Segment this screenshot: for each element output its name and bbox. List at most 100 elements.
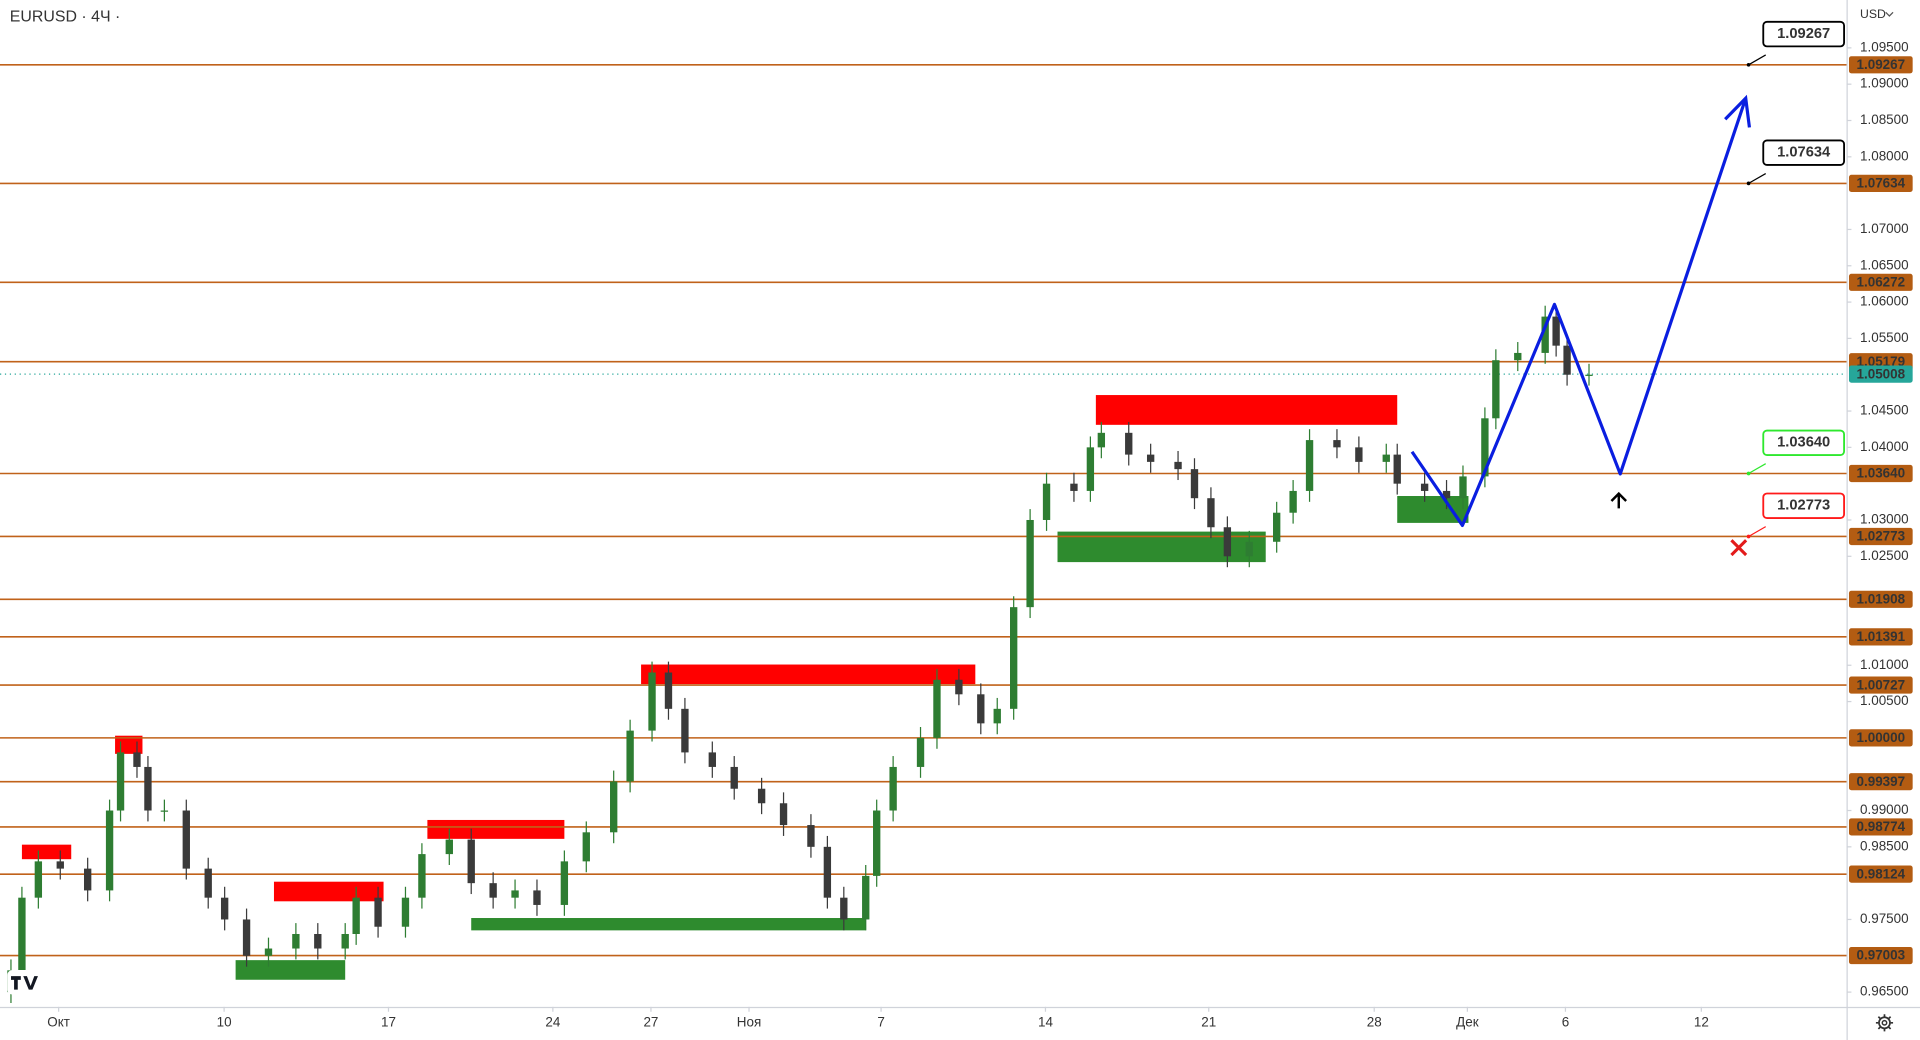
zone <box>235 960 346 980</box>
candle-body <box>56 861 64 869</box>
candle-body <box>314 933 322 949</box>
candle-body <box>116 752 125 811</box>
zone <box>115 735 143 754</box>
candle-body <box>681 708 689 753</box>
level-label: 0.98124 <box>1857 866 1906 881</box>
candle-body <box>18 897 26 971</box>
y-tick-label: 0.97500 <box>1860 911 1909 926</box>
currency-chevron[interactable] <box>1885 11 1894 17</box>
candle-body <box>779 803 788 826</box>
y-tick-label: 1.07000 <box>1860 221 1909 236</box>
candle-body <box>730 766 738 789</box>
candle-body <box>1223 527 1232 557</box>
candle-body <box>840 897 848 920</box>
candle-body <box>1289 490 1297 513</box>
level-label-box <box>1848 590 1913 608</box>
candle-body <box>757 788 766 804</box>
candle-body <box>560 861 569 905</box>
candle-body <box>1190 469 1199 499</box>
candle-body <box>955 679 963 695</box>
level-label-box <box>1848 676 1913 694</box>
candle-body <box>105 810 114 891</box>
level-label: 1.05179 <box>1857 354 1906 369</box>
candle-body <box>1010 607 1018 709</box>
candle-body <box>1585 374 1593 376</box>
callout-dot <box>1746 534 1751 539</box>
candle-body <box>242 919 251 956</box>
zone <box>641 664 976 685</box>
candle-body <box>467 839 475 884</box>
candle-body <box>182 810 190 869</box>
candle-body <box>1097 432 1106 448</box>
currency[interactable]: USD <box>1860 7 1886 21</box>
level-label-box <box>1848 527 1913 546</box>
zone <box>21 844 72 860</box>
level-label: 1.09267 <box>1857 57 1906 72</box>
candle-body <box>1305 440 1314 491</box>
candle-body <box>916 737 925 767</box>
level-label-box <box>1848 273 1913 291</box>
candle-body <box>533 890 541 905</box>
x-tick-label: 10 <box>217 1014 232 1029</box>
x-tick-label: 12 <box>1694 1014 1709 1029</box>
y-tick-label: 1.04000 <box>1860 439 1909 454</box>
y-tick-label: 1.08000 <box>1860 148 1909 163</box>
tv-logo <box>7 970 42 995</box>
candle-body <box>1026 519 1034 608</box>
candle-body <box>1042 483 1051 520</box>
stop-cross <box>1730 539 1748 557</box>
level-label-box <box>1848 729 1913 747</box>
y-tick-label: 1.02500 <box>1860 548 1909 563</box>
candle-body <box>1174 461 1182 470</box>
zone <box>273 881 384 902</box>
settings-icon[interactable] <box>1875 1014 1894 1032</box>
candle-body <box>1492 360 1500 419</box>
candle-body <box>823 846 832 898</box>
y-tick-label: 1.03000 <box>1860 512 1909 527</box>
candle-body <box>1273 512 1281 542</box>
x-tick-label: 24 <box>545 1014 560 1029</box>
candle-body <box>626 730 634 782</box>
candle-body <box>1514 352 1522 361</box>
chart-title: EURUSD · 4Ч · <box>10 8 121 25</box>
candle-body <box>610 781 618 833</box>
level-label: 0.98774 <box>1857 819 1906 834</box>
level-label: 1.01908 <box>1857 591 1906 606</box>
level-label: 1.03640 <box>1857 466 1906 481</box>
y-tick-label: 1.04500 <box>1860 403 1909 418</box>
candle-body <box>873 810 881 876</box>
level-label: 1.00727 <box>1857 677 1906 692</box>
level-label-box <box>1848 946 1913 965</box>
level-label: 1.07634 <box>1857 176 1906 191</box>
level-label: 1.00000 <box>1857 730 1906 745</box>
last-price-box <box>1848 365 1913 383</box>
y-tick-label: 1.06000 <box>1860 294 1909 309</box>
candle-body <box>445 839 453 855</box>
level-label-box <box>1848 56 1913 74</box>
callout-pointer <box>1748 173 1767 184</box>
level-label-box <box>1848 628 1913 646</box>
x-tick-label: 17 <box>381 1014 396 1029</box>
level-label-box <box>1848 174 1913 192</box>
x-tick-label: 27 <box>643 1014 658 1029</box>
candle-body <box>1481 418 1489 477</box>
candle-body <box>933 679 941 738</box>
candle-body <box>648 672 656 731</box>
candle-body <box>1207 498 1215 528</box>
callout-label: 1.02773 <box>1777 498 1830 514</box>
callout-label: 1.03640 <box>1777 435 1830 451</box>
candle-body <box>133 752 141 767</box>
candle-body <box>1245 541 1253 557</box>
candle-body <box>352 897 360 934</box>
levels <box>0 63 1847 957</box>
candle-body <box>1382 454 1390 462</box>
callout-dot <box>1746 181 1751 186</box>
candle-body <box>511 890 519 898</box>
candle-body <box>264 948 273 956</box>
x-tick-label: Ноя <box>737 1014 761 1029</box>
zones <box>21 395 1469 980</box>
entry-arrow <box>1610 491 1627 509</box>
zone <box>427 819 565 839</box>
